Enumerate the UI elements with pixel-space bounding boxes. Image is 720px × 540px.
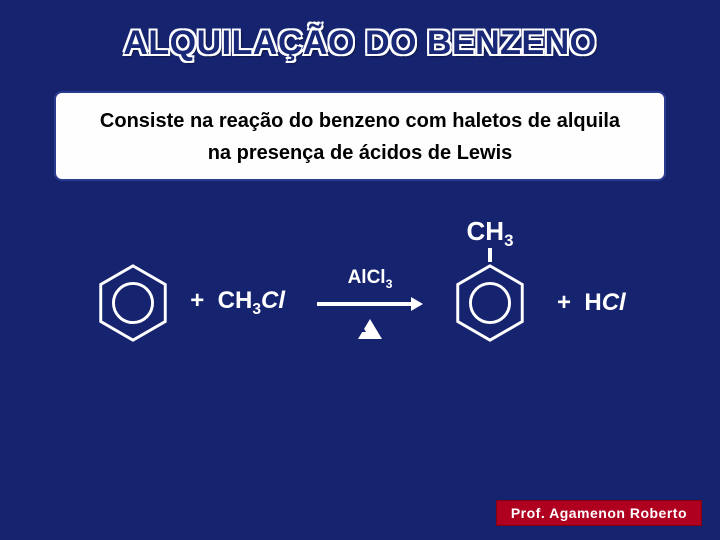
catalyst-label: AlCl3 xyxy=(348,267,393,291)
arrow-icon xyxy=(315,295,425,313)
reagent-ch: CH xyxy=(218,287,253,314)
description-line-2: na presença de ácidos de Lewis xyxy=(66,137,654,169)
plus-sign: + xyxy=(190,287,204,314)
catalyst-sub: 3 xyxy=(386,277,393,291)
hexagon xyxy=(101,266,166,340)
reagent-text: + CH3Cl xyxy=(190,287,285,319)
heat-icon xyxy=(358,315,382,339)
product-ch: CH xyxy=(467,216,505,246)
reaction-equation: + CH3Cl AlCl3 CH3 + HCl xyxy=(0,260,720,346)
aromatic-circle xyxy=(114,283,153,322)
toluene-product: CH3 xyxy=(451,260,529,346)
benzene-product-icon xyxy=(451,260,529,346)
hcl-cl: Cl xyxy=(602,289,626,316)
description-box: Consiste na reação do benzeno com haleto… xyxy=(54,91,666,181)
catalyst-alcl: AlCl xyxy=(348,267,386,288)
methyl-group-label: CH3 xyxy=(467,216,514,251)
product-sub: 3 xyxy=(504,231,513,250)
hcl-product: + HCl xyxy=(557,289,626,317)
reagent-sub: 3 xyxy=(252,301,261,318)
benzene-reactant-icon xyxy=(94,260,172,346)
reagent-cl: Cl xyxy=(261,287,285,314)
description-line-1: Consiste na reação do benzeno com haleto… xyxy=(66,105,654,137)
author-footer: Prof. Agamenon Roberto xyxy=(496,500,702,526)
slide-title: ALQUILAÇÃO DO BENZENO xyxy=(0,0,720,63)
hcl-h: H xyxy=(584,289,601,316)
product-plus: + xyxy=(557,289,571,316)
reaction-arrow-stack: AlCl3 xyxy=(315,267,425,339)
